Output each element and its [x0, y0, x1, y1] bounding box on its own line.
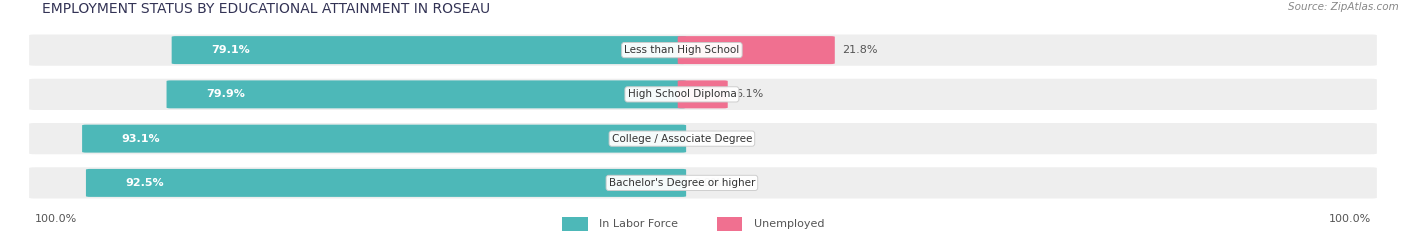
FancyBboxPatch shape [28, 33, 1378, 67]
Text: Unemployed: Unemployed [754, 219, 824, 229]
Text: In Labor Force: In Labor Force [599, 219, 678, 229]
FancyBboxPatch shape [28, 122, 1378, 155]
Text: High School Diploma: High School Diploma [627, 89, 737, 99]
FancyBboxPatch shape [28, 78, 1378, 111]
FancyBboxPatch shape [717, 217, 742, 231]
FancyBboxPatch shape [678, 36, 835, 64]
Text: 92.5%: 92.5% [125, 178, 165, 188]
Text: College / Associate Degree: College / Associate Degree [612, 134, 752, 144]
FancyBboxPatch shape [28, 166, 1378, 199]
Text: 100.0%: 100.0% [35, 214, 77, 224]
Text: 0.0%: 0.0% [693, 134, 721, 144]
Text: Bachelor's Degree or higher: Bachelor's Degree or higher [609, 178, 755, 188]
Text: 100.0%: 100.0% [1329, 214, 1371, 224]
FancyBboxPatch shape [86, 169, 686, 197]
Text: 21.8%: 21.8% [842, 45, 877, 55]
FancyBboxPatch shape [562, 217, 588, 231]
Text: 79.9%: 79.9% [205, 89, 245, 99]
Text: 6.1%: 6.1% [735, 89, 763, 99]
FancyBboxPatch shape [172, 36, 686, 64]
Text: 93.1%: 93.1% [121, 134, 160, 144]
Text: 79.1%: 79.1% [211, 45, 250, 55]
FancyBboxPatch shape [678, 80, 728, 108]
Text: 0.0%: 0.0% [693, 178, 721, 188]
Text: EMPLOYMENT STATUS BY EDUCATIONAL ATTAINMENT IN ROSEAU: EMPLOYMENT STATUS BY EDUCATIONAL ATTAINM… [42, 2, 491, 16]
Text: Source: ZipAtlas.com: Source: ZipAtlas.com [1288, 2, 1399, 12]
FancyBboxPatch shape [166, 80, 686, 108]
Text: Less than High School: Less than High School [624, 45, 740, 55]
FancyBboxPatch shape [82, 125, 686, 153]
